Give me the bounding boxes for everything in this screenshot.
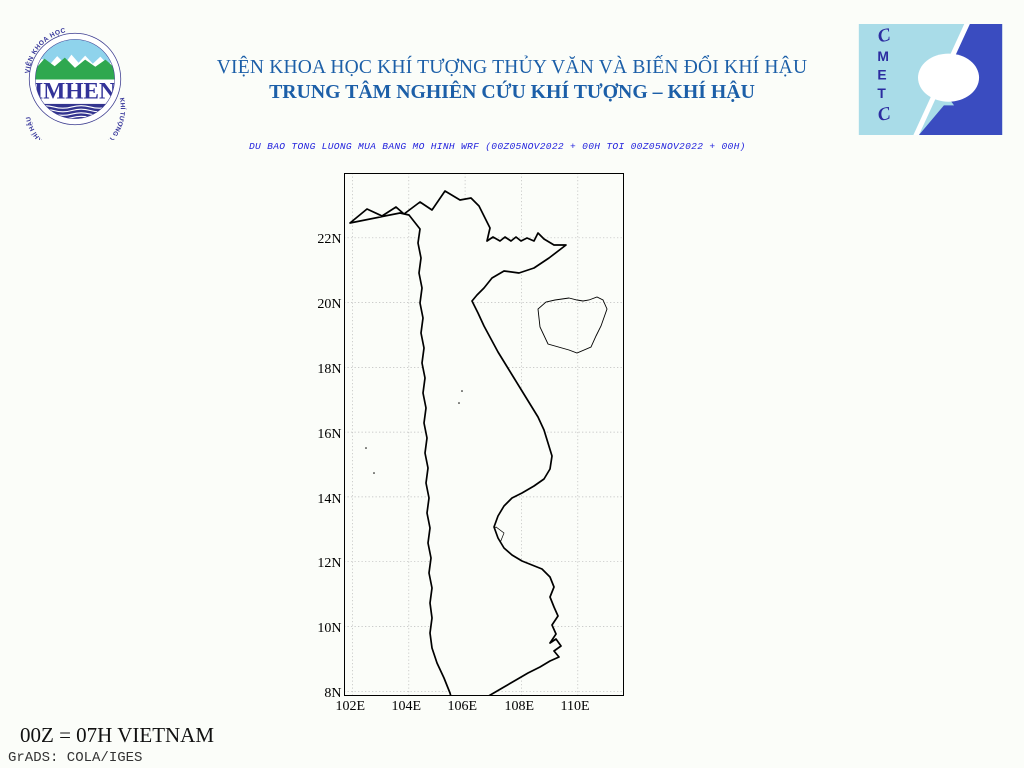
svg-text:E: E [877, 67, 886, 83]
svg-text:M: M [877, 48, 889, 64]
svg-text:IMHEN: IMHEN [34, 78, 116, 104]
svg-text:T: T [877, 85, 886, 101]
